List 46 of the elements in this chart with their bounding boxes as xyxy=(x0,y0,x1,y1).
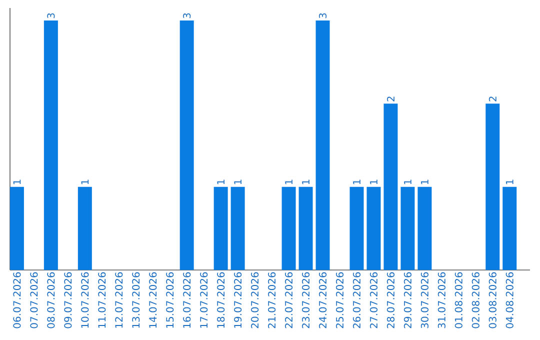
data-label: 3 xyxy=(183,13,191,18)
data-label: 2 xyxy=(488,96,496,102)
x-tick-label: 23.07.2026 xyxy=(302,272,310,328)
data-label: 1 xyxy=(404,180,412,184)
data-label: 1 xyxy=(285,180,292,184)
data-label: 1 xyxy=(217,180,224,184)
x-tick-label: 21.07.2026 xyxy=(268,272,276,328)
data-label: 1 xyxy=(234,180,242,184)
x-tick-label: 24.07.2026 xyxy=(318,272,327,328)
x-tick-label: 08.07.2026 xyxy=(47,272,55,328)
data-label: 1 xyxy=(302,180,310,184)
x-tick-label: 29.07.2026 xyxy=(404,272,412,328)
x-tick-label: 03.08.2026 xyxy=(488,272,496,328)
x-tick-label: 30.07.2026 xyxy=(420,272,428,328)
x-tick-label: 28.07.2026 xyxy=(386,272,394,328)
x-tick-label: 22.07.2026 xyxy=(284,272,293,328)
x-tick-label: 04.08.2026 xyxy=(506,272,514,328)
data-label: 1 xyxy=(353,180,360,184)
x-tick-label: 18.07.2026 xyxy=(217,272,225,328)
x-tick-label: 06.07.2026 xyxy=(13,272,21,328)
data-label: 1 xyxy=(13,180,21,184)
x-tick-label: 12.07.2026 xyxy=(115,272,123,328)
data-label: 1 xyxy=(506,180,514,184)
data-label: 2 xyxy=(386,96,394,102)
x-tick-label: 11.07.2026 xyxy=(98,272,106,328)
x-tick-label: 07.07.2026 xyxy=(30,272,38,328)
x-tick-label: 02.08.2026 xyxy=(472,272,480,328)
x-tick-label: 19.07.2026 xyxy=(234,272,242,328)
data-label: 1 xyxy=(81,180,89,184)
x-tick-label: 25.07.2026 xyxy=(336,272,344,328)
x-tick-label: 15.07.2026 xyxy=(166,272,174,328)
x-tick-label: 10.07.2026 xyxy=(81,272,89,328)
data-label: 3 xyxy=(318,13,327,18)
x-tick-label: 27.07.2026 xyxy=(370,272,378,328)
x-tick-label: 09.07.2026 xyxy=(64,272,72,328)
x-tick-label: 14.07.2026 xyxy=(149,272,157,328)
x-tick-label: 01.08.2026 xyxy=(454,272,462,328)
data-label: 1 xyxy=(370,180,378,184)
data-label: 3 xyxy=(47,13,55,18)
x-tick-label: 20.07.2026 xyxy=(251,272,259,328)
x-tick-label: 13.07.2026 xyxy=(132,272,140,328)
x-tick-label: 17.07.2026 xyxy=(200,272,208,328)
x-tick-label: 31.07.2026 xyxy=(438,272,446,328)
data-label: 1 xyxy=(421,180,428,184)
x-tick-label: 26.07.2026 xyxy=(352,272,361,328)
x-tick-label: 16.07.2026 xyxy=(183,272,191,328)
